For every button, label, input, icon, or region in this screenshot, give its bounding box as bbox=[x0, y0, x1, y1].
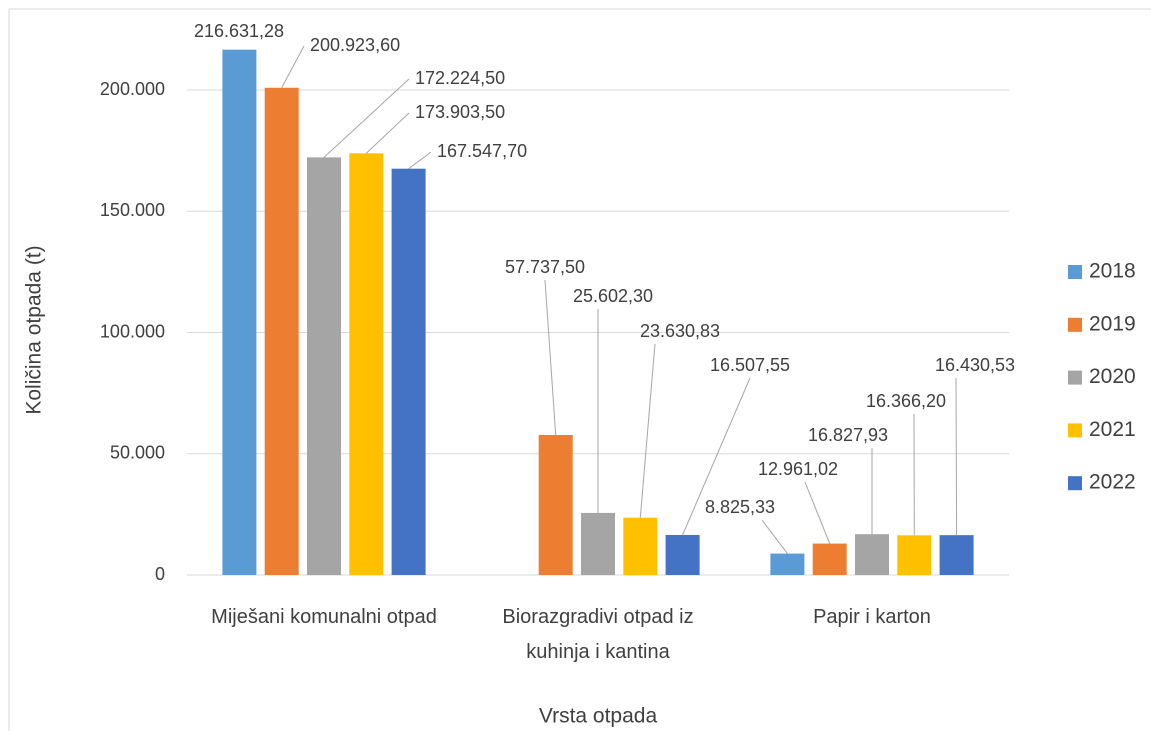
x-tick-label: Papir i karton bbox=[813, 606, 931, 628]
data-label: 25.602,30 bbox=[573, 286, 653, 306]
bar bbox=[391, 168, 426, 575]
data-label: 172.224,50 bbox=[415, 68, 505, 88]
leader-line bbox=[323, 78, 410, 158]
legend-label: 2019 bbox=[1089, 312, 1136, 335]
y-tick-label: 150.000 bbox=[100, 200, 165, 220]
bar bbox=[855, 534, 889, 575]
y-tick-label: 100.000 bbox=[100, 321, 165, 341]
data-label: 16.507,55 bbox=[710, 355, 790, 375]
legend-swatch bbox=[1068, 265, 1082, 279]
data-label: 16.366,20 bbox=[866, 391, 946, 411]
legend-label: 2021 bbox=[1089, 418, 1136, 441]
data-label: 57.737,50 bbox=[505, 257, 585, 277]
leader-line bbox=[281, 45, 305, 88]
y-axis-title: Količina otpada (t) bbox=[23, 245, 46, 414]
y-tick-label: 200.000 bbox=[100, 79, 165, 99]
data-label: 12.961,02 bbox=[758, 459, 838, 479]
legend-label: 2020 bbox=[1089, 365, 1136, 388]
bar bbox=[770, 553, 805, 575]
legend-swatch bbox=[1068, 476, 1082, 491]
bar bbox=[581, 512, 615, 575]
data-label: 216.631,28 bbox=[194, 21, 284, 41]
leader-line bbox=[761, 519, 788, 554]
leader-line bbox=[682, 377, 751, 536]
leader-line bbox=[544, 279, 557, 436]
leader-line bbox=[804, 481, 831, 544]
data-label: 167.547,70 bbox=[437, 141, 527, 161]
leader-line bbox=[365, 112, 410, 154]
x-tick-label: Miješani komunalni otpad bbox=[211, 606, 437, 628]
leader-line bbox=[955, 377, 958, 536]
legend-swatch bbox=[1068, 317, 1082, 332]
data-label: 16.430,53 bbox=[935, 355, 1015, 375]
bar bbox=[264, 87, 299, 576]
bar bbox=[349, 153, 384, 576]
bar bbox=[665, 534, 700, 575]
y-tick-label: 50.000 bbox=[110, 443, 165, 463]
leader-line bbox=[408, 151, 432, 170]
legend-swatch bbox=[1068, 423, 1082, 438]
data-label: 200.923,60 bbox=[310, 35, 400, 55]
bar bbox=[939, 535, 974, 575]
data-label: 16.827,93 bbox=[808, 425, 888, 445]
bar bbox=[623, 517, 658, 575]
data-label: 23.630,83 bbox=[640, 321, 720, 341]
legend-swatch bbox=[1068, 370, 1082, 385]
data-label: 8.825,33 bbox=[705, 497, 775, 517]
bar bbox=[307, 157, 341, 575]
x-axis-title: Vrsta otpada bbox=[539, 705, 658, 728]
bar bbox=[538, 434, 573, 575]
data-label: 173.903,50 bbox=[415, 102, 505, 122]
x-tick-label: Biorazgradivi otpad iz kuhinja i kantina bbox=[502, 606, 694, 663]
bar bbox=[897, 535, 932, 575]
legend-label: 2018 bbox=[1089, 260, 1136, 283]
chart-border bbox=[8, 8, 1151, 731]
y-tick-label: 0 bbox=[155, 564, 165, 584]
bar bbox=[812, 543, 847, 575]
legend-label: 2022 bbox=[1089, 471, 1136, 494]
leader-line bbox=[639, 343, 656, 518]
bar bbox=[222, 49, 257, 576]
